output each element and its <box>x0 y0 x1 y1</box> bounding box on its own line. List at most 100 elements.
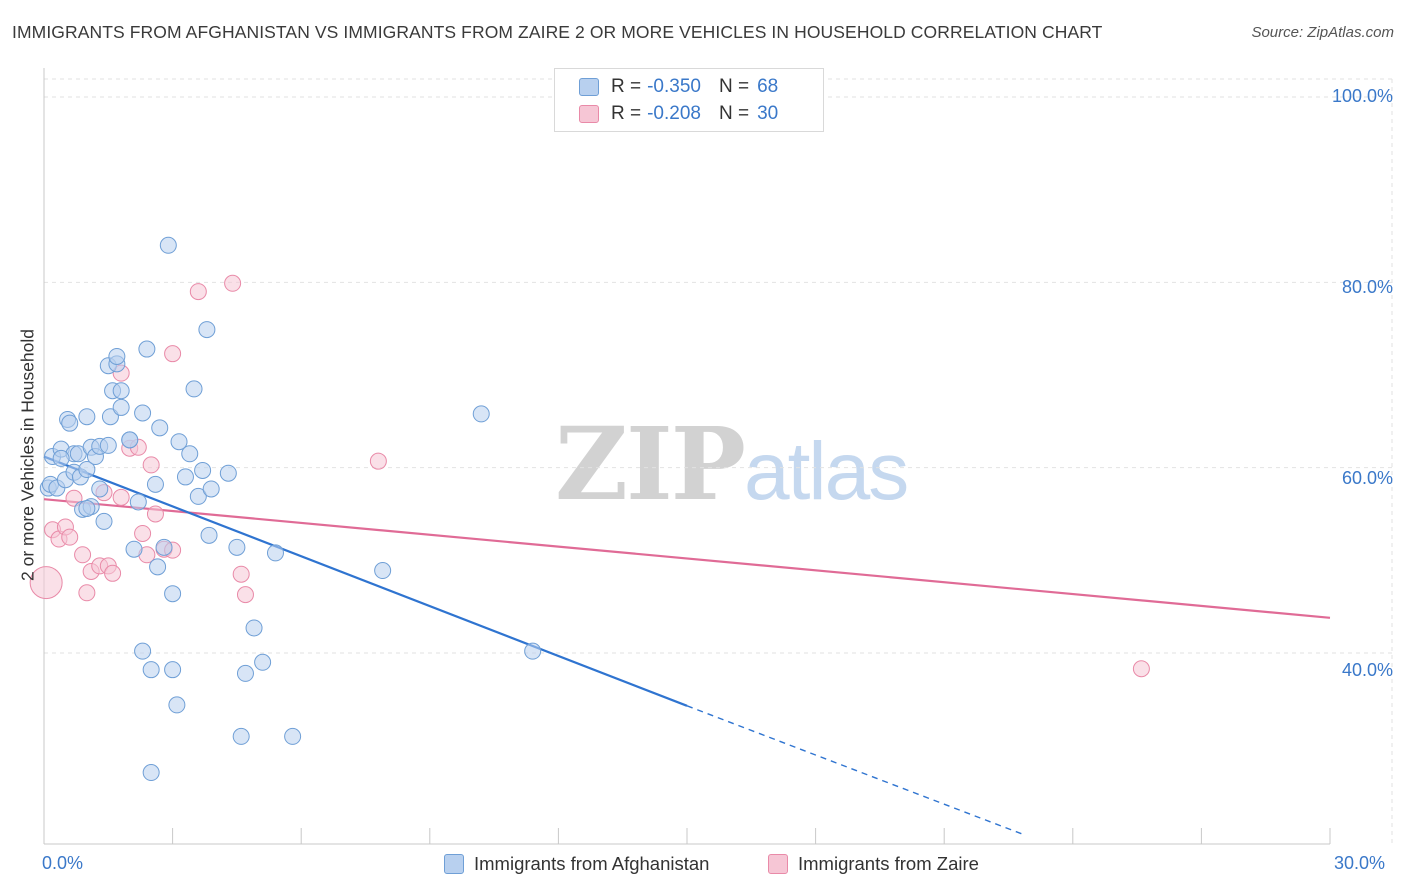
data-point-afghanistan <box>142 661 160 679</box>
data-point-afghanistan <box>112 398 130 416</box>
data-point-afghanistan <box>99 436 117 454</box>
data-point-afghanistan <box>91 480 109 498</box>
series-legend: Immigrants from Afghanistan Immigrants f… <box>0 850 1406 878</box>
data-point-zaire <box>29 566 63 600</box>
axes <box>43 68 1331 845</box>
blue-swatch <box>444 854 464 874</box>
stats-legend: R = -0.350 N = 68 R = -0.208 N = 30 <box>554 68 824 132</box>
data-point-afghanistan <box>125 540 143 558</box>
data-point-afghanistan <box>524 642 542 660</box>
data-point-afghanistan <box>472 405 490 423</box>
data-point-afghanistan <box>228 538 246 556</box>
data-point-afghanistan <box>101 408 119 426</box>
blue-swatch <box>579 78 599 96</box>
data-point-afghanistan <box>129 493 147 511</box>
x-tick-label-max: 30.0% <box>1334 853 1386 873</box>
data-point-zaire <box>112 488 130 506</box>
r-label: R = <box>611 76 642 97</box>
data-point-afghanistan <box>198 321 216 339</box>
data-point-zaire <box>224 274 242 292</box>
data-point-afghanistan <box>189 487 207 505</box>
watermark-zip: ZIP <box>555 405 746 523</box>
pink-swatch <box>579 105 599 123</box>
data-point-afghanistan <box>151 419 169 437</box>
data-point-afghanistan <box>149 558 167 576</box>
data-point-afghanistan <box>200 526 218 544</box>
y-tick-label: 60.0% <box>1341 468 1393 488</box>
stats-legend-row-zaire: R = -0.208 N = 30 <box>579 101 778 127</box>
y-tick-label: 40.0% <box>1341 660 1393 680</box>
stats-legend-row-afghanistan: R = -0.350 N = 68 <box>579 74 778 100</box>
data-point-afghanistan <box>236 664 254 682</box>
n-label: N = <box>718 76 750 97</box>
grid-lines <box>44 78 1393 844</box>
data-point-zaire <box>74 546 92 564</box>
data-point-zaire <box>104 564 122 582</box>
data-point-afghanistan <box>266 544 284 562</box>
data-point-zaire <box>236 586 254 604</box>
data-point-afghanistan <box>138 340 156 358</box>
data-point-zaire <box>134 524 152 542</box>
data-point-zaire <box>1132 660 1150 678</box>
trend-line-afghanistan-extension <box>686 705 1022 835</box>
data-point-afghanistan <box>176 468 194 486</box>
x-tick-label-min: 0.0% <box>42 853 84 873</box>
data-point-zaire <box>146 505 164 523</box>
data-point-afghanistan <box>61 414 79 432</box>
watermark: ZIPatlas <box>555 405 909 523</box>
data-point-afghanistan <box>78 461 96 479</box>
data-point-afghanistan <box>168 696 186 714</box>
data-point-afghanistan <box>194 461 212 479</box>
data-point-afghanistan <box>52 449 70 467</box>
data-point-afghanistan <box>374 562 392 580</box>
data-point-afghanistan <box>112 382 130 400</box>
data-point-afghanistan <box>219 464 237 482</box>
n-value: 68 <box>757 76 779 97</box>
data-point-afghanistan <box>155 538 173 556</box>
data-point-zaire <box>189 283 207 301</box>
data-point-afghanistan <box>146 475 164 493</box>
data-point-afghanistan <box>254 653 272 671</box>
data-point-afghanistan <box>159 236 177 254</box>
data-point-zaire <box>78 584 96 602</box>
source-label: Source: ZipAtlas.com <box>1251 24 1394 41</box>
y-tick-label: 100.0% <box>1331 86 1393 106</box>
legend-label: Immigrants from Zaire <box>798 853 979 874</box>
data-point-afghanistan <box>134 642 152 660</box>
data-point-afghanistan <box>164 661 182 679</box>
trend-line-afghanistan <box>43 455 688 707</box>
y-tick-label: 80.0% <box>1341 277 1393 297</box>
r-label: R = <box>611 103 642 124</box>
legend-label: Immigrants from Afghanistan <box>474 853 710 874</box>
r-value: -0.208 <box>647 103 701 124</box>
n-label: N = <box>718 103 750 124</box>
trend-lines <box>43 455 1331 835</box>
chart-title: IMMIGRANTS FROM AFGHANISTAN VS IMMIGRANT… <box>12 22 1103 42</box>
data-point-zaire <box>369 452 387 470</box>
data-point-afghanistan <box>164 585 182 603</box>
data-point-zaire <box>142 456 160 474</box>
data-point-afghanistan <box>232 727 250 745</box>
data-points <box>29 236 1150 782</box>
data-point-afghanistan <box>181 445 199 463</box>
data-point-zaire <box>164 345 182 363</box>
n-value: 30 <box>757 103 779 124</box>
data-point-afghanistan <box>134 404 152 422</box>
watermark-atlas: atlas <box>743 426 909 517</box>
data-point-afghanistan <box>78 408 96 426</box>
data-point-afghanistan <box>142 764 160 782</box>
data-point-zaire <box>61 528 79 546</box>
y-axis-label: 2 or more Vehicles in Household <box>17 329 38 581</box>
data-point-afghanistan <box>245 619 263 637</box>
legend-item-zaire[interactable]: Immigrants from Zaire <box>768 850 979 878</box>
data-point-afghanistan <box>108 347 126 365</box>
data-point-afghanistan <box>170 433 188 451</box>
data-point-afghanistan <box>78 499 96 517</box>
data-point-afghanistan <box>284 727 302 745</box>
pink-swatch <box>768 854 788 874</box>
legend-item-afghanistan[interactable]: Immigrants from Afghanistan <box>444 850 709 878</box>
data-point-afghanistan <box>95 512 113 530</box>
data-point-afghanistan <box>202 480 220 498</box>
trend-line-zaire <box>43 498 1331 619</box>
